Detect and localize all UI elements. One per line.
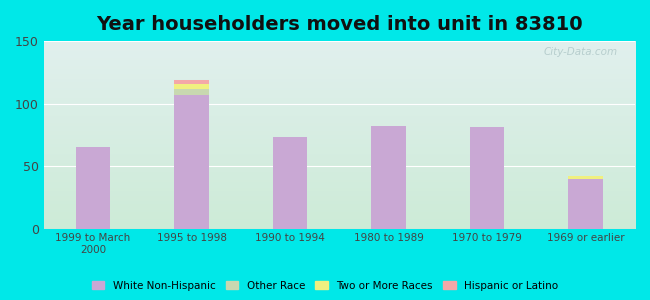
Bar	[174, 95, 209, 229]
Bar	[569, 178, 603, 229]
Bar	[371, 126, 406, 229]
Bar	[174, 80, 209, 84]
Bar	[174, 88, 209, 95]
Title: Year householders moved into unit in 83810: Year householders moved into unit in 838…	[96, 15, 582, 34]
Bar	[569, 176, 603, 178]
Bar	[174, 84, 209, 88]
Bar	[76, 147, 111, 229]
Bar	[470, 127, 504, 229]
Legend: White Non-Hispanic, Other Race, Two or More Races, Hispanic or Latino: White Non-Hispanic, Other Race, Two or M…	[88, 277, 562, 295]
Text: City-Data.com: City-Data.com	[543, 47, 618, 57]
Bar	[273, 137, 307, 229]
